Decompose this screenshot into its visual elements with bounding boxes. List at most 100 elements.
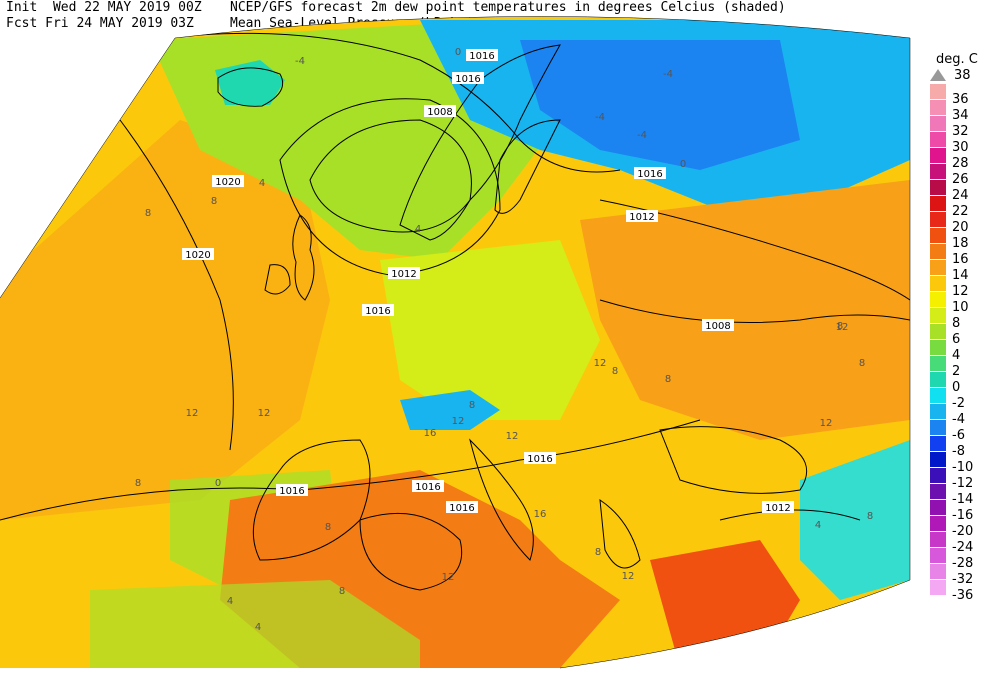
- svg-text:8: 8: [469, 400, 475, 411]
- atlantic-moist-zone: [0, 120, 330, 520]
- legend-label: -24: [952, 540, 974, 555]
- legend-swatch: [930, 468, 946, 483]
- legend-swatch: [930, 564, 946, 579]
- svg-text:8: 8: [837, 321, 843, 332]
- legend-label: -20: [952, 524, 974, 539]
- isobar-label: 1012: [762, 501, 794, 514]
- isobar-label: 1020: [212, 175, 244, 188]
- legend-label: 12: [952, 284, 969, 299]
- svg-text:4: 4: [259, 178, 265, 189]
- legend-swatch: [930, 212, 946, 227]
- dewpoint-contour-label: 12: [506, 431, 519, 442]
- legend-swatch: [930, 324, 946, 339]
- ireland-coast: [264, 264, 291, 295]
- svg-text:8: 8: [595, 547, 601, 558]
- legend-label: 14: [952, 268, 969, 283]
- dewpoint-contour-label: 16: [424, 428, 437, 439]
- legend-label: -10: [952, 460, 974, 475]
- legend-label: -6: [952, 428, 965, 443]
- legend-swatch: [930, 260, 946, 275]
- north-africa-zone: [90, 580, 420, 668]
- dewpoint-contour-label: 12: [452, 416, 465, 427]
- legend-swatch: [930, 180, 946, 195]
- forecast-time: Fcst Fri 24 MAY 2019 03Z: [6, 16, 194, 31]
- sweden-coast: [494, 119, 561, 214]
- italy-coast: [469, 438, 534, 561]
- svg-text:4: 4: [415, 224, 421, 235]
- dewpoint-contour-label: 8: [145, 208, 151, 219]
- legend-label: -14: [952, 492, 974, 507]
- isobar-label: 1016: [276, 484, 308, 497]
- dewpoint-contour-label: 4: [227, 596, 233, 607]
- legend-label: -16: [952, 508, 974, 523]
- scandinavia-colder-zone: [520, 40, 800, 170]
- legend-label: -12: [952, 476, 974, 491]
- isobar-1008-east: [599, 299, 910, 323]
- legend-swatch: [930, 132, 946, 147]
- isobar-label: 1016: [634, 167, 666, 180]
- dewpoint-contour-label: 8: [325, 522, 331, 533]
- legend-swatch: [930, 532, 946, 547]
- isobar-1016-south: [0, 419, 701, 521]
- isobar-labels: 1016 1016 1008 1020 1020 1012 1016 1016 1012 1008…: [182, 49, 794, 514]
- svg-text:1016: 1016: [279, 486, 304, 497]
- svg-text:12: 12: [442, 572, 455, 583]
- legend-swatch: [930, 116, 946, 131]
- dewpoint-contour-label: 8: [612, 366, 618, 377]
- dewpoint-contour-label: 12: [820, 418, 833, 429]
- dewpoint-contour-label: 8: [469, 400, 475, 411]
- dewpoint-contour-label: 0: [215, 478, 221, 489]
- svg-text:16: 16: [424, 428, 437, 439]
- svg-text:8: 8: [339, 586, 345, 597]
- legend-top-value: 38: [954, 68, 971, 83]
- isobar-label: 1012: [626, 210, 658, 223]
- isobar-label: 1008: [424, 105, 456, 118]
- legend-swatch: [930, 372, 946, 387]
- legend-swatch: [930, 484, 946, 499]
- legend-label: 30: [952, 140, 969, 155]
- isobar-low-1012: [279, 98, 501, 276]
- svg-text:1020: 1020: [215, 177, 240, 188]
- svg-text:1016: 1016: [469, 51, 494, 62]
- isobar-low-med: [359, 512, 463, 591]
- legend-swatch: [930, 452, 946, 467]
- dewpoint-contour-label: -4: [595, 112, 605, 123]
- legend-swatch: [930, 404, 946, 419]
- svg-text:1016: 1016: [415, 482, 440, 493]
- shaded-field: [0, 16, 910, 668]
- isobar-label: 1016: [412, 480, 444, 493]
- svg-text:8: 8: [211, 196, 217, 207]
- legend-swatch: [930, 580, 946, 595]
- svg-text:4: 4: [227, 596, 233, 607]
- svg-text:1012: 1012: [765, 503, 790, 514]
- dewpoint-contour-label: 12: [594, 358, 607, 369]
- legend-label: 34: [952, 108, 969, 123]
- svg-text:12: 12: [836, 322, 849, 333]
- dewpoint-contour-label: 8: [339, 586, 345, 597]
- svg-text:1012: 1012: [629, 212, 654, 223]
- legend-swatch: [930, 148, 946, 163]
- isobar-label: 1016: [362, 304, 394, 317]
- russia-moist-zone: [580, 180, 910, 440]
- legend-label: -2: [952, 396, 965, 411]
- svg-text:8: 8: [325, 522, 331, 533]
- dewpoint-contour-label: -4: [295, 56, 305, 67]
- domain-outline: [0, 16, 911, 669]
- legend-label: 16: [952, 252, 969, 267]
- dewpoint-contour-label: 4: [815, 520, 821, 531]
- svg-text:1016: 1016: [455, 74, 480, 85]
- dewpoint-contour-label: 4: [259, 178, 265, 189]
- dewpoint-contour-label: 8: [859, 358, 865, 369]
- isobar-label: 1020: [182, 248, 214, 261]
- svg-text:0: 0: [455, 47, 461, 58]
- svg-text:1016: 1016: [449, 503, 474, 514]
- britain-coast: [292, 214, 315, 301]
- greece-coast: [599, 498, 641, 569]
- svg-text:1012: 1012: [391, 269, 416, 280]
- svg-text:4: 4: [255, 622, 261, 633]
- legend-label: 4: [952, 348, 961, 363]
- legend-label: -32: [952, 572, 974, 587]
- anatolia-dry-zone: [800, 440, 910, 600]
- isobar-label: 1016: [452, 72, 484, 85]
